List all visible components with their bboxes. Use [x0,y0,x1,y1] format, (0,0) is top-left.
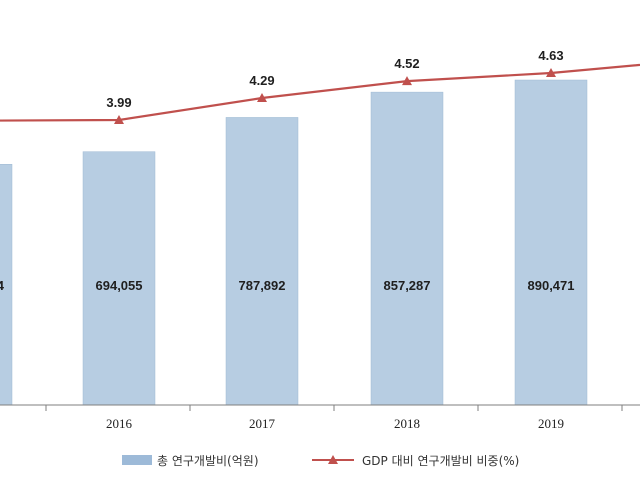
gdp-ratio-line [0,63,640,122]
legend-line-marker [328,455,338,464]
bar-2018 [370,91,444,406]
legend-line-label: GDP 대비 연구개발비 비중(%) [362,454,519,468]
x-tick-label: 2016 [106,416,133,431]
bar-value-label: 857,287 [384,278,431,293]
x-tick-label: 2019 [538,416,564,431]
bar-value-label: 694,055 [96,278,143,293]
line-point-2018 [402,76,412,86]
line-value-label: 4.52 [394,56,419,71]
line-value-label: 3.99 [106,95,131,110]
bar-2019 [514,79,588,406]
bar-2015 [0,164,13,406]
bar-value-label: 4 [0,278,5,293]
bar-2016 [82,151,156,406]
x-tick-label: 2018 [394,416,420,431]
line-point-2017 [257,92,267,102]
legend-bar-label: 총 연구개발비(억원) [157,454,259,468]
x-tick-label: 2017 [249,416,276,431]
x-axis: 2016 2017 2018 2019 [0,404,640,431]
line-value-label: 4.29 [249,73,274,88]
bar-2017 [225,117,299,406]
line-value-label: 4.63 [538,48,563,63]
line-point-2016 [114,115,124,124]
legend-bar-swatch [122,455,152,465]
line-point-2019 [546,68,556,77]
legend: 총 연구개발비(억원) GDP 대비 연구개발비 비중(%) [122,454,519,468]
line-layer: 3.99 4.29 4.52 4.63 [0,48,640,124]
bar-value-label: 890,471 [528,278,575,293]
bars-layer: 4 694,055 787,892 857,287 890,471 [0,79,588,406]
bar-value-label: 787,892 [239,278,286,293]
